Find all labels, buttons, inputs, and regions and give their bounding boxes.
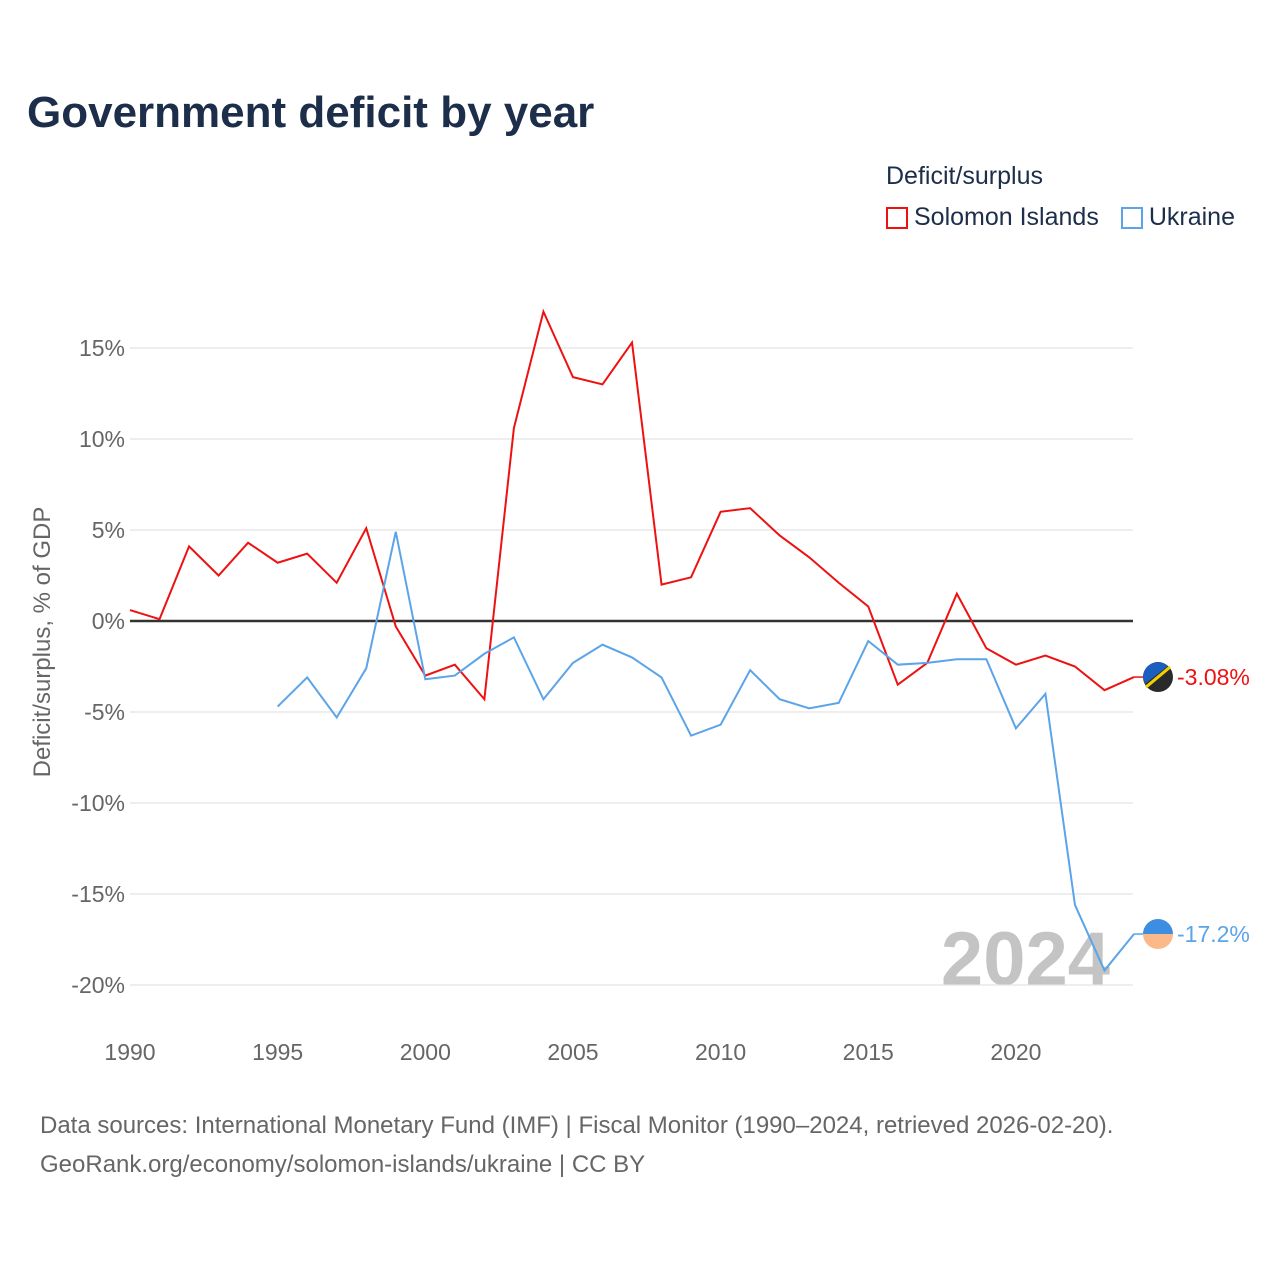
series-line-solomon-islands bbox=[129, 308, 1135, 702]
data-point bbox=[1014, 663, 1018, 667]
data-point bbox=[305, 675, 309, 679]
flag-stripe bbox=[1145, 665, 1171, 689]
legend-swatch bbox=[886, 206, 908, 229]
y-tick-label: 0% bbox=[92, 608, 125, 634]
y-tick-label: 10% bbox=[79, 426, 125, 452]
x-tick-label: 2020 bbox=[990, 1039, 1041, 1065]
data-point bbox=[335, 581, 339, 585]
data-point bbox=[335, 715, 339, 719]
data-point bbox=[866, 639, 870, 643]
y-tick-label: -15% bbox=[71, 881, 125, 907]
data-point bbox=[984, 646, 988, 650]
x-tick-label: 2015 bbox=[843, 1039, 894, 1065]
data-point bbox=[896, 683, 900, 687]
y-axis-label: Deficit/surplus, % of GDP bbox=[29, 507, 56, 778]
data-point bbox=[1073, 903, 1077, 907]
x-tick-label: 1995 bbox=[252, 1039, 303, 1065]
data-point bbox=[541, 697, 545, 701]
chart-plot: 2024 15% 10% 5% 0% -5% -10% -15% -20% 1990 1995 20… bbox=[29, 308, 1250, 1065]
data-point bbox=[807, 706, 811, 710]
data-point bbox=[512, 635, 516, 639]
x-tick-label: 1990 bbox=[104, 1039, 155, 1065]
data-point bbox=[364, 526, 368, 530]
y-tick-label: 5% bbox=[92, 517, 125, 543]
data-point bbox=[364, 666, 368, 670]
data-point bbox=[984, 657, 988, 661]
legend: Deficit/surplus Solomon Islands Ukraine bbox=[886, 162, 1251, 232]
data-point bbox=[689, 734, 693, 738]
data-point bbox=[541, 310, 545, 314]
data-point bbox=[305, 552, 309, 556]
data-point bbox=[660, 583, 664, 587]
data-point bbox=[837, 581, 841, 585]
data-point bbox=[778, 697, 782, 701]
data-point bbox=[719, 510, 723, 514]
data-point bbox=[1102, 688, 1106, 692]
flag-part bbox=[1143, 662, 1168, 685]
x-tick-label: 2005 bbox=[547, 1039, 598, 1065]
legend-label: Ukraine bbox=[1148, 203, 1235, 231]
x-tick-label: 2010 bbox=[695, 1039, 746, 1065]
data-point bbox=[660, 675, 664, 679]
data-point bbox=[394, 624, 398, 628]
data-point bbox=[571, 661, 575, 665]
footer: Data sources: International Monetary Fun… bbox=[40, 1106, 1113, 1184]
data-point bbox=[778, 533, 782, 537]
data-point bbox=[276, 705, 280, 709]
legend-item-solomon-islands[interactable]: Solomon Islands bbox=[886, 203, 1099, 232]
chart-title: Government deficit by year bbox=[27, 88, 595, 137]
data-point bbox=[1043, 692, 1047, 696]
data-point bbox=[482, 697, 486, 701]
data-point bbox=[600, 382, 604, 386]
data-point bbox=[719, 723, 723, 727]
y-tick-label: 15% bbox=[79, 335, 125, 361]
data-point bbox=[689, 575, 693, 579]
legend-item-ukraine[interactable]: Ukraine bbox=[1120, 203, 1235, 232]
data-point bbox=[158, 617, 162, 621]
data-point bbox=[394, 530, 398, 534]
data-point bbox=[453, 674, 457, 678]
flag-part bbox=[1143, 934, 1173, 950]
x-tick-label: 2000 bbox=[400, 1039, 451, 1065]
data-point bbox=[128, 608, 132, 612]
data-point bbox=[955, 592, 959, 596]
data-point bbox=[955, 657, 959, 661]
end-value-label: -3.08% bbox=[1177, 664, 1250, 690]
data-point bbox=[1014, 726, 1018, 730]
data-point bbox=[837, 701, 841, 705]
data-point bbox=[896, 663, 900, 667]
data-source: Data sources: International Monetary Fun… bbox=[40, 1112, 1114, 1139]
data-point bbox=[866, 604, 870, 608]
watermark-year: 2024 bbox=[941, 917, 1110, 1002]
data-point bbox=[187, 544, 191, 548]
data-point bbox=[925, 661, 929, 665]
data-point bbox=[630, 341, 634, 345]
data-point bbox=[807, 555, 811, 559]
data-point bbox=[276, 561, 280, 565]
series-line-ukraine bbox=[276, 531, 1135, 973]
data-point bbox=[630, 655, 634, 659]
data-point bbox=[1073, 665, 1077, 669]
data-point bbox=[1102, 968, 1106, 972]
data-point bbox=[246, 541, 250, 545]
data-point bbox=[482, 652, 486, 656]
data-point bbox=[571, 375, 575, 379]
data-point bbox=[1043, 654, 1047, 658]
data-point bbox=[512, 426, 516, 430]
data-point bbox=[600, 643, 604, 647]
legend-swatch bbox=[1120, 206, 1143, 229]
end-value-label: -17.2% bbox=[1177, 921, 1250, 947]
ukraine-flag-icon bbox=[1143, 919, 1173, 935]
data-point bbox=[453, 663, 457, 667]
data-point bbox=[748, 506, 752, 510]
data-point bbox=[423, 677, 427, 681]
legend-title: Deficit/surplus bbox=[886, 162, 1043, 190]
data-point bbox=[217, 574, 221, 578]
y-tick-label: -10% bbox=[71, 790, 125, 816]
data-point bbox=[748, 668, 752, 672]
y-tick-label: -20% bbox=[71, 972, 125, 998]
source-link[interactable]: GeoRank.org/economy/solomon-islands/ukra… bbox=[40, 1151, 646, 1178]
y-tick-label: -5% bbox=[84, 699, 125, 725]
legend-label: Solomon Islands bbox=[914, 203, 1099, 231]
